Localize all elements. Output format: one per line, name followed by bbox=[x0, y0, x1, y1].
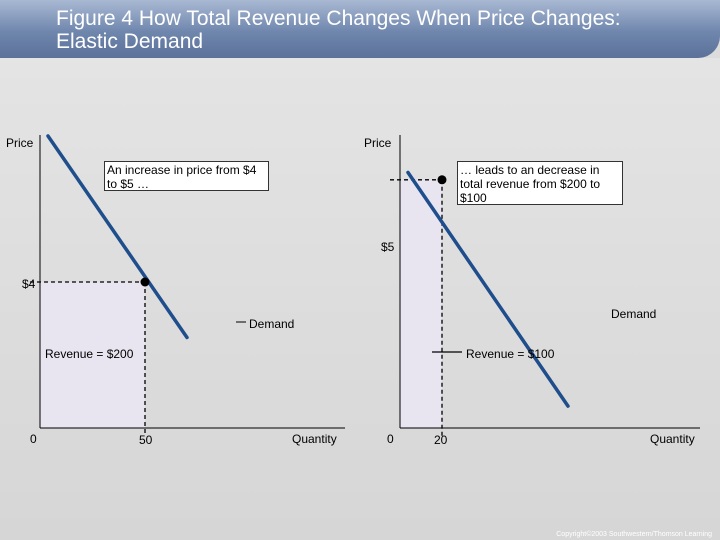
right-annotation-box: … leads to an decrease in total revenue … bbox=[457, 161, 623, 205]
left-x-tick-label-0: 0 bbox=[30, 432, 37, 446]
right-demand-line bbox=[406, 170, 570, 408]
left-x-axis-label: Quantity bbox=[292, 432, 337, 446]
left-demand-label: Demand bbox=[249, 317, 295, 331]
left-annotation-box: An increase in price from $4 to $5 … bbox=[104, 161, 269, 191]
left-revenue-label: Revenue = $200 bbox=[45, 347, 134, 361]
left-demand-line bbox=[46, 134, 189, 340]
page-title: Figure 4 How Total Revenue Changes When … bbox=[56, 7, 621, 53]
right-y-axis-label: Price bbox=[364, 136, 392, 150]
title-bar: Figure 4 How Total Revenue Changes When … bbox=[0, 0, 720, 58]
left-revenue-area bbox=[40, 282, 145, 428]
right-demand-label: Demand bbox=[611, 307, 657, 321]
left-x-tick-label-1: 50 bbox=[139, 433, 153, 447]
right-x-tick-label-1: 20 bbox=[434, 433, 448, 447]
left-y-axis-label: Price bbox=[6, 136, 34, 150]
right-x-tick-label-0: 0 bbox=[387, 432, 394, 446]
right-x-axis-label: Quantity bbox=[650, 432, 695, 446]
copyright-text: Copyright©2003 Southwestern/Thomson Lear… bbox=[556, 531, 712, 538]
left-y-tick-label: $4 bbox=[22, 277, 36, 291]
right-revenue-area bbox=[400, 179, 442, 428]
right-price-point bbox=[437, 175, 447, 185]
left-price-point bbox=[140, 277, 150, 287]
right-y-tick-label: $5 bbox=[381, 240, 395, 254]
right-revenue-label: Revenue = $100 bbox=[466, 347, 555, 361]
